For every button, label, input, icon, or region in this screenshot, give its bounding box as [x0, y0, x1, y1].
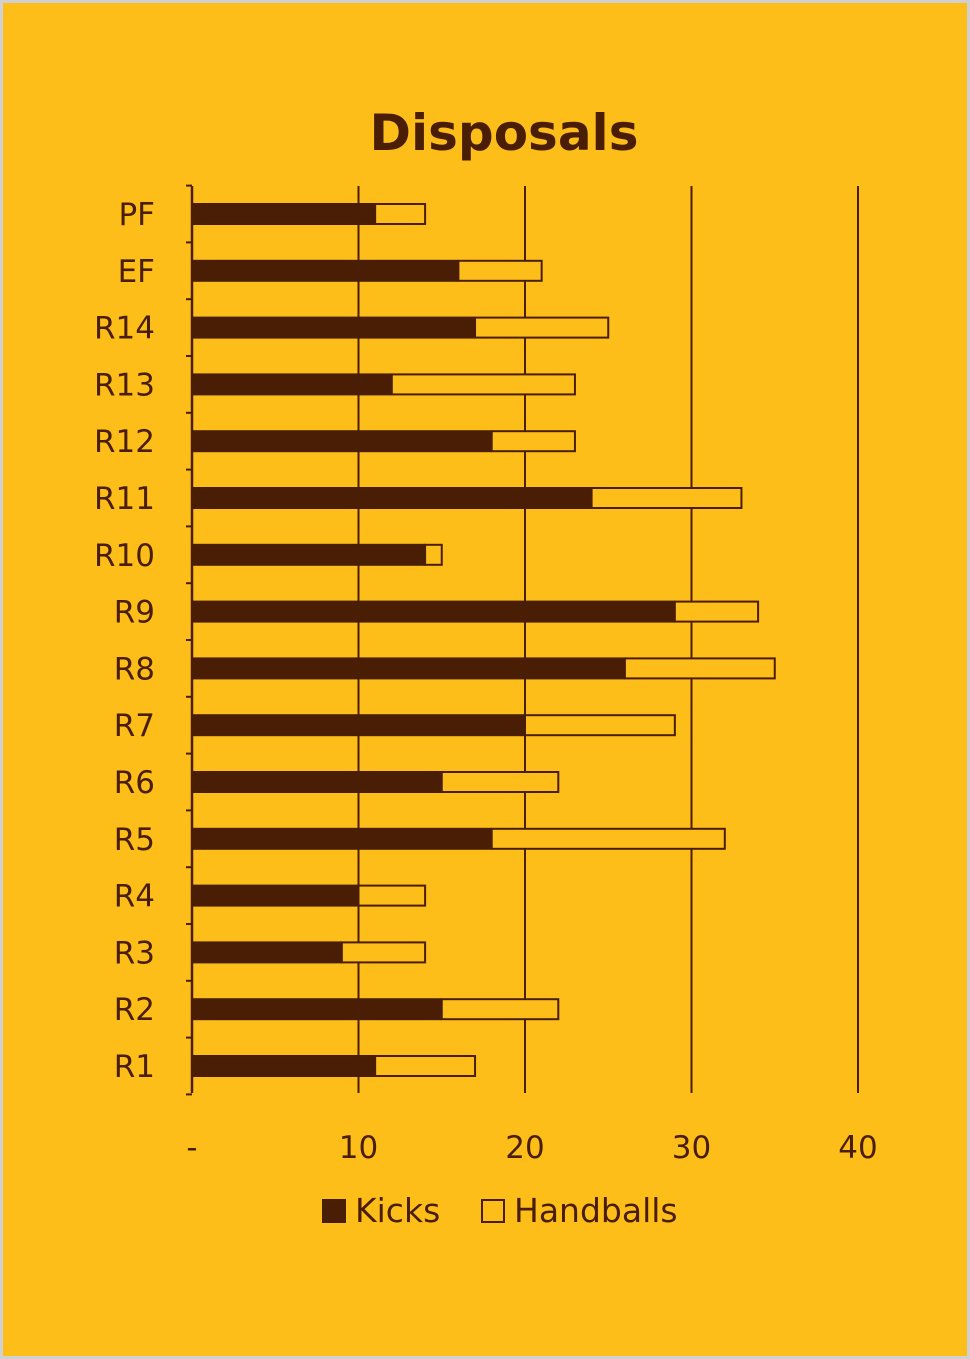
x-tick-label-30: 30	[672, 1130, 711, 1166]
bar-handballs-r2	[440, 998, 560, 1021]
category-label-ef: EF	[118, 254, 155, 290]
category-label-r13: R13	[94, 367, 155, 403]
bar-kicks-r11	[192, 487, 592, 509]
bar-kicks-pf	[192, 203, 376, 225]
bar-handballs-r4	[357, 884, 427, 907]
bar-handballs-r6	[440, 771, 560, 793]
x-tick-label-20: 20	[505, 1130, 544, 1166]
category-label-r9: R9	[114, 595, 155, 631]
legend-handballs-swatch	[481, 1199, 505, 1223]
category-label-r12: R12	[94, 424, 155, 460]
bar-kicks-r12	[192, 430, 492, 453]
legend: Kicks Handballs	[322, 1191, 678, 1230]
bar-kicks-ef	[192, 259, 459, 282]
bar-kicks-r3	[192, 941, 342, 964]
bar-kicks-r10	[192, 543, 426, 566]
chart-title: Disposals	[370, 104, 639, 162]
category-label-r14: R14	[94, 311, 155, 347]
x-tick-label-40: 40	[838, 1130, 877, 1166]
bar-handballs-r5	[490, 827, 726, 850]
bar-handballs-r13	[390, 373, 576, 396]
bar-kicks-r13	[192, 373, 392, 396]
bar-handballs-r11	[590, 487, 743, 509]
category-label-pf: PF	[118, 197, 155, 233]
category-label-r1: R1	[114, 1049, 155, 1085]
bar-handballs-r9	[673, 600, 760, 623]
bar-kicks-r4	[192, 884, 359, 907]
bar-kicks-r1	[192, 1055, 376, 1077]
category-label-r11: R11	[94, 481, 155, 517]
bar-kicks-r7	[192, 714, 525, 737]
x-tick-label-10: 10	[339, 1130, 378, 1166]
category-label-r4: R4	[114, 879, 155, 915]
category-axis	[186, 184, 194, 1096]
legend-kicks-swatch	[322, 1199, 346, 1223]
bar-kicks-r14	[192, 316, 476, 339]
bar-kicks-r5	[192, 827, 492, 850]
bar-handballs-r14	[474, 316, 610, 339]
category-label-r6: R6	[114, 765, 155, 801]
category-label-r5: R5	[114, 822, 155, 858]
category-label-r2: R2	[114, 992, 155, 1028]
category-label-r3: R3	[114, 935, 155, 971]
bar-handballs-r12	[490, 430, 576, 453]
bar-kicks-r6	[192, 771, 442, 793]
bar-handballs-r3	[340, 941, 427, 964]
bar-handballs-r10	[424, 543, 443, 566]
bar-kicks-r2	[192, 998, 442, 1021]
legend-kicks-label: Kicks	[355, 1191, 440, 1230]
bar-handballs-r1	[374, 1055, 477, 1077]
bars-group	[192, 203, 776, 1077]
category-label-r8: R8	[114, 651, 155, 687]
bar-handballs-pf	[374, 203, 427, 225]
category-label-r10: R10	[94, 538, 155, 574]
bar-kicks-r9	[192, 600, 675, 623]
x-tick-label-0: -	[186, 1130, 197, 1166]
value-axis-labels: - 10 20 30 40	[186, 1130, 877, 1166]
category-labels: R1 R2 R3 R4 R5 R6 R7 R8 R9 R10 R11 R12 R13 R14 EF PF	[94, 197, 155, 1085]
bar-handballs-r7	[524, 714, 676, 737]
bar-handballs-r8	[623, 657, 776, 680]
bar-handballs-ef	[457, 259, 543, 282]
bar-kicks-r8	[192, 657, 625, 680]
category-label-r7: R7	[114, 708, 155, 744]
legend-handballs-label: Handballs	[514, 1191, 678, 1230]
